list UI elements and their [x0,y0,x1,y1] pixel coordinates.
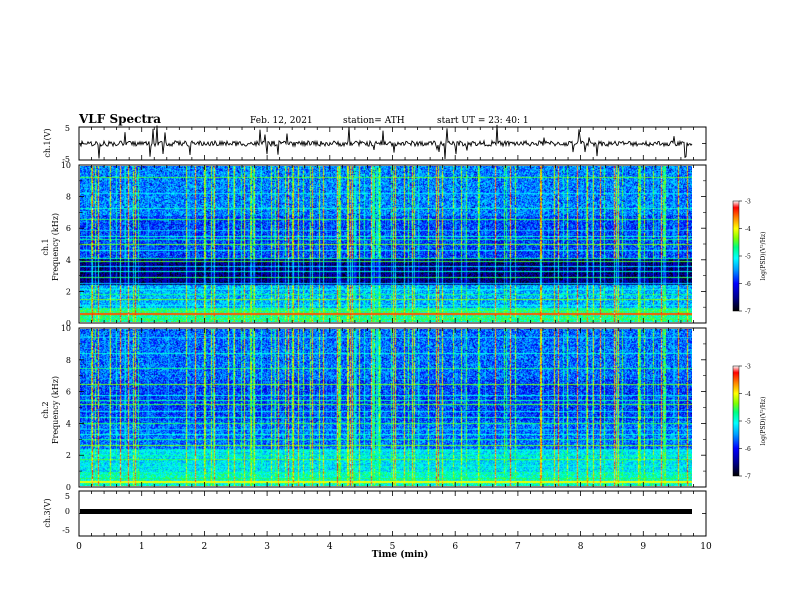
x-tick-label: 5 [390,542,396,552]
ch3-waveform-panel: 5 0 -5 ch.3(V) [43,490,707,537]
ch1-colorbar-gradient [732,200,740,312]
ch1-spectrogram-ylabel-freq: Frequency (kHz) [51,213,60,281]
ch2-spectrogram-ylabel-freq: Frequency (kHz) [51,376,60,444]
y-tick-label: 10 [61,324,71,333]
ch2-colorbar-gradient [732,365,740,477]
x-tick-label: 0 [76,542,82,552]
ch2-spectrogram-ylabel-ch: ch.2 [41,401,50,418]
ch1-ytick-neg5: -5 [62,155,70,164]
ch1-waveform-ticks [79,126,706,161]
station-label: station= ATH [343,116,405,126]
x-tick-label: 3 [264,542,270,552]
x-tick-label: 8 [578,542,584,552]
colorbar-tick-label: -3 [745,364,751,371]
ch1-colorbar: -3 -4 -5 -6 -7 log(PSD)(V²/Hz) [732,199,767,316]
ch2-spectrogram-heatmap [80,329,692,486]
y-tick-label: 0 [66,319,71,328]
ch3-ytick-5: 5 [65,492,70,501]
x-axis-tick-labels: 0 1 2 3 4 5 6 7 8 9 10 [76,542,712,552]
date-label: Feb. 12, 2021 [250,116,313,126]
x-ticks [78,127,707,536]
y-tick-label: 0 [66,483,71,492]
ch1-ytick-5: 5 [65,124,70,133]
colorbar-tick-label: -4 [745,226,751,233]
ch1-waveform-ylabel: ch.1(V) [43,128,52,157]
ch2-spectrogram-panel: 0 2 4 6 8 10 ch.2 Frequency (kHz) [41,324,707,492]
ch2-colorbar: -3 -4 -5 -6 -7 log(PSD)(V²/Hz) [732,364,767,481]
ch3-ytick-neg5: -5 [62,526,70,535]
x-tick-label: 1 [139,542,145,552]
ch3-waveform-trace [80,509,692,514]
x-tick-label: 9 [640,542,646,552]
ch1-spectrogram-yticks: 0 2 4 6 8 10 [61,161,706,328]
colorbar-tick-label: -6 [745,281,751,288]
colorbar-tick-label: -5 [745,419,751,426]
ch1-waveform-panel: 5 -5 ch.1(V) [43,124,707,164]
y-tick-label: 4 [66,419,71,428]
y-tick-label: 2 [66,287,71,296]
ch1-spectrogram-ylabel-ch: ch.1 [41,238,50,255]
y-tick-label: 6 [66,224,71,233]
colorbar-tick-label: -7 [745,309,751,316]
y-tick-label: 2 [66,451,71,460]
colorbar-tick-label: -5 [745,254,751,261]
ch3-ytick-0: 0 [65,507,70,516]
ch2-colorbar-ticks: -3 -4 -5 -6 -7 [739,364,751,481]
ch2-colorbar-label: log(PSD)(V²/Hz) [760,397,767,446]
ch1-colorbar-label: log(PSD)(V²/Hz) [760,232,767,281]
figure-title: VLF Spectra [78,112,161,126]
y-tick-label: 6 [66,388,71,397]
x-tick-label: 2 [202,542,208,552]
ch1-spectrogram-heatmap [80,166,692,322]
x-tick-label: 7 [515,542,521,552]
start-time-label: start UT = 23: 40: 1 [437,116,529,126]
colorbar-tick-label: -7 [745,474,751,481]
colorbar-tick-label: -3 [745,199,751,206]
y-tick-label: 8 [66,356,71,365]
ch3-waveform-ylabel: ch.3(V) [43,498,52,527]
x-tick-label: 4 [327,542,333,552]
ch1-spectrogram-panel: 0 2 4 6 8 10 ch.1 Frequency (kHz) [41,161,707,328]
colorbar-tick-label: -6 [745,446,751,453]
ch1-waveform-trace [79,124,693,160]
ch3-waveform-ticks [79,490,706,537]
colorbar-tick-label: -4 [745,391,751,398]
ch1-colorbar-ticks: -3 -4 -5 -6 -7 [739,199,751,316]
y-tick-label: 4 [66,256,71,265]
x-tick-label: 6 [452,542,458,552]
x-axis-label: Time (min) [372,549,429,560]
y-tick-label: 8 [66,193,71,202]
x-tick-label: 10 [700,542,712,552]
ch2-spectrogram-yticks: 0 2 4 6 8 10 [61,324,706,492]
y-tick-label: 10 [61,161,71,170]
